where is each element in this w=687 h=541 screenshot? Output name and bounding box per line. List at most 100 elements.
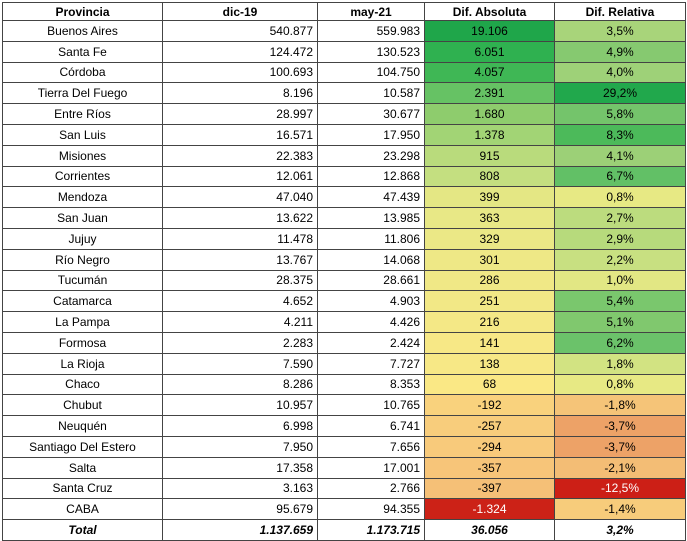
cell-may-21: 94.355: [317, 498, 425, 521]
table-row: La Pampa 4.211 4.426 216 5,1%: [2, 311, 686, 333]
total-dif-absoluta: 36.056: [424, 519, 555, 541]
cell-may-21: 4.903: [317, 290, 425, 313]
cell-dif-relativa: -3,7%: [554, 415, 686, 437]
table-row: Tierra Del Fuego 8.196 10.587 2.391 29,2%: [2, 82, 686, 105]
cell-dif-relativa: 5,1%: [554, 311, 686, 333]
header-dif-absoluta: Dif. Absoluta: [424, 2, 555, 21]
table-row: Entre Ríos 28.997 30.677 1.680 5,8%: [2, 103, 686, 125]
cell-dif-absoluta: 68: [424, 373, 555, 396]
cell-dic-19: 8.196: [162, 82, 318, 105]
cell-dic-19: 4.211: [162, 311, 318, 333]
table-row: Corrientes 12.061 12.868 808 6,7%: [2, 165, 686, 188]
cell-provincia: La Pampa: [2, 311, 163, 333]
cell-provincia: Córdoba: [2, 61, 163, 84]
cell-may-21: 6.741: [317, 415, 425, 437]
cell-dif-absoluta: 915: [424, 144, 555, 167]
cell-dic-19: 7.950: [162, 435, 318, 458]
cell-may-21: 23.298: [317, 144, 425, 167]
cell-provincia: CABA: [2, 498, 163, 521]
cell-dic-19: 22.383: [162, 144, 318, 167]
table-row: CABA 95.679 94.355 -1.324 -1,4%: [2, 498, 686, 521]
cell-dif-relativa: -12,5%: [554, 477, 686, 500]
cell-may-21: 47.439: [317, 186, 425, 209]
cell-dic-19: 2.283: [162, 331, 318, 354]
cell-dif-absoluta: -357: [424, 456, 555, 479]
cell-dic-19: 95.679: [162, 498, 318, 521]
table-row: San Luis 16.571 17.950 1.378 8,3%: [2, 123, 686, 146]
cell-provincia: Tucumán: [2, 269, 163, 292]
cell-dif-relativa: -1,8%: [554, 394, 686, 417]
cell-dic-19: 12.061: [162, 165, 318, 188]
cell-dif-absoluta: 251: [424, 290, 555, 313]
cell-provincia: Río Negro: [2, 248, 163, 271]
cell-may-21: 17.950: [317, 123, 425, 146]
cell-dif-absoluta: 138: [424, 352, 555, 375]
cell-provincia: La Rioja: [2, 352, 163, 375]
cell-dif-absoluta: 399: [424, 186, 555, 209]
cell-dif-relativa: 6,7%: [554, 165, 686, 188]
table-row: Santiago Del Estero 7.950 7.656 -294 -3,7%: [2, 435, 686, 458]
cell-dic-19: 8.286: [162, 373, 318, 396]
cell-dif-relativa: 29,2%: [554, 82, 686, 105]
cell-dif-relativa: 0,8%: [554, 186, 686, 209]
cell-dic-19: 13.622: [162, 207, 318, 229]
total-may-21: 1.173.715: [317, 519, 425, 541]
cell-may-21: 14.068: [317, 248, 425, 271]
cell-provincia: Santa Fe: [2, 40, 163, 63]
table-row: Misiones 22.383 23.298 915 4,1%: [2, 144, 686, 167]
cell-dif-absoluta: 4.057: [424, 61, 555, 84]
cell-provincia: Formosa: [2, 331, 163, 354]
total-dif-relativa: 3,2%: [554, 519, 686, 541]
cell-dif-relativa: 6,2%: [554, 331, 686, 354]
cell-provincia: Buenos Aires: [2, 20, 163, 42]
cell-dif-absoluta: 1.680: [424, 103, 555, 125]
cell-may-21: 104.750: [317, 61, 425, 84]
cell-dic-19: 6.998: [162, 415, 318, 437]
table-row: Jujuy 11.478 11.806 329 2,9%: [2, 227, 686, 250]
cell-provincia: Santiago Del Estero: [2, 435, 163, 458]
table-row: Santa Cruz 3.163 2.766 -397 -12,5%: [2, 477, 686, 500]
cell-dif-relativa: 1,0%: [554, 269, 686, 292]
cell-provincia: Misiones: [2, 144, 163, 167]
cell-dif-absoluta: 2.391: [424, 82, 555, 105]
cell-dif-absoluta: 301: [424, 248, 555, 271]
cell-provincia: Mendoza: [2, 186, 163, 209]
cell-may-21: 10.587: [317, 82, 425, 105]
cell-dif-relativa: 0,8%: [554, 373, 686, 396]
table-body: Buenos Aires 540.877 559.983 19.106 3,5% Sant…: [2, 20, 686, 521]
cell-dic-19: 7.590: [162, 352, 318, 375]
cell-dic-19: 47.040: [162, 186, 318, 209]
table-row: Tucumán 28.375 28.661 286 1,0%: [2, 269, 686, 292]
cell-dif-absoluta: -192: [424, 394, 555, 417]
cell-dif-relativa: 3,5%: [554, 20, 686, 42]
cell-dic-19: 540.877: [162, 20, 318, 42]
cell-dif-absoluta: 1.378: [424, 123, 555, 146]
cell-may-21: 28.661: [317, 269, 425, 292]
table-row: Chaco 8.286 8.353 68 0,8%: [2, 373, 686, 396]
cell-dif-relativa: 4,0%: [554, 61, 686, 84]
cell-dic-19: 3.163: [162, 477, 318, 500]
cell-may-21: 4.426: [317, 311, 425, 333]
cell-provincia: Santa Cruz: [2, 477, 163, 500]
table-row: La Rioja 7.590 7.727 138 1,8%: [2, 352, 686, 375]
cell-dif-relativa: 2,2%: [554, 248, 686, 271]
cell-dif-absoluta: -294: [424, 435, 555, 458]
cell-provincia: San Luis: [2, 123, 163, 146]
cell-may-21: 13.985: [317, 207, 425, 229]
table-row: Río Negro 13.767 14.068 301 2,2%: [2, 248, 686, 271]
cell-may-21: 130.523: [317, 40, 425, 63]
cell-may-21: 17.001: [317, 456, 425, 479]
cell-dif-absoluta: 216: [424, 311, 555, 333]
cell-dif-absoluta: -1.324: [424, 498, 555, 521]
cell-may-21: 2.766: [317, 477, 425, 500]
cell-dif-absoluta: -397: [424, 477, 555, 500]
table-row: Córdoba 100.693 104.750 4.057 4,0%: [2, 61, 686, 84]
cell-dif-relativa: -2,1%: [554, 456, 686, 479]
cell-may-21: 2.424: [317, 331, 425, 354]
total-dic-19: 1.137.659: [162, 519, 318, 541]
cell-may-21: 8.353: [317, 373, 425, 396]
table-row: Buenos Aires 540.877 559.983 19.106 3,5%: [2, 20, 686, 42]
cell-dic-19: 17.358: [162, 456, 318, 479]
table-row: Santa Fe 124.472 130.523 6.051 4,9%: [2, 40, 686, 63]
